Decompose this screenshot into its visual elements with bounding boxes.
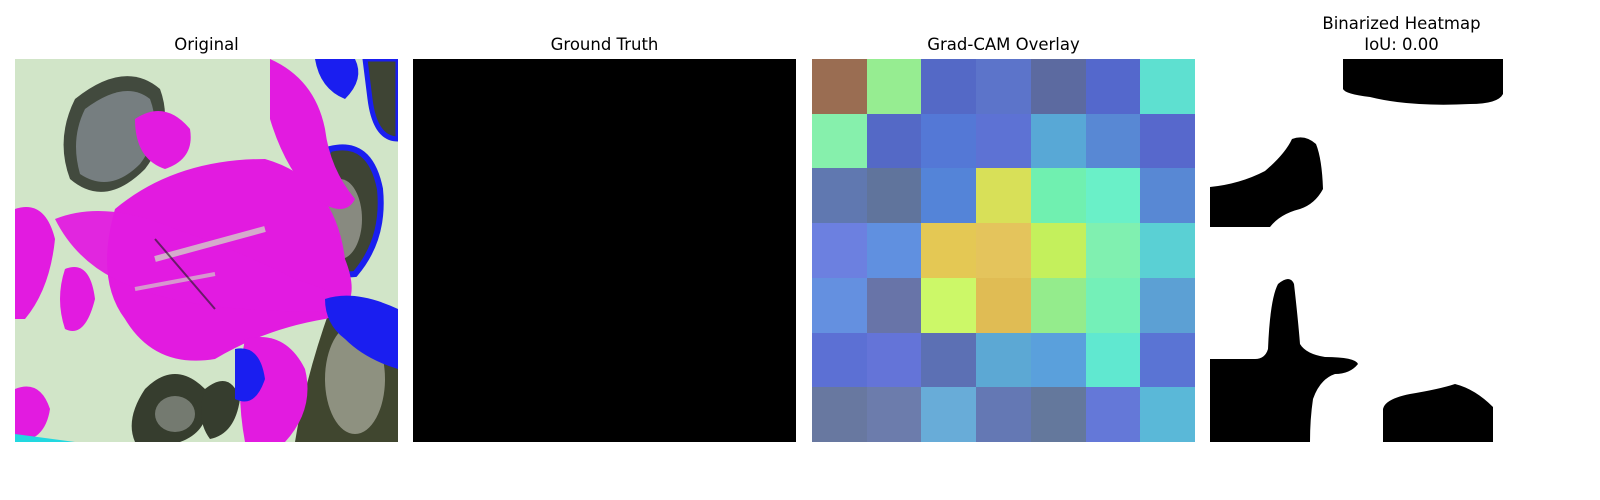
gradcam-cell [1030, 277, 1086, 333]
gradcam-cell [866, 387, 922, 442]
gradcam-cell [866, 277, 922, 333]
gradcam-cell [976, 113, 1031, 169]
gradcam-cell [976, 59, 1031, 114]
original-image-art [15, 59, 398, 442]
gradcam-cell [1030, 168, 1086, 224]
gradcam-cell [866, 59, 922, 114]
gradcam-cell [976, 277, 1031, 333]
gradcam-cell [812, 168, 867, 224]
gradcam-cell [1140, 387, 1195, 442]
gradcam-cell [812, 332, 867, 388]
gradcam-cell [812, 277, 867, 333]
gradcam-cell [1085, 59, 1141, 114]
gradcam-cell [866, 332, 922, 388]
gradcam-cell [976, 332, 1031, 388]
gradcam-cell [921, 387, 977, 442]
gradcam-cell [1030, 332, 1086, 388]
ground-truth-title: Ground Truth [550, 35, 659, 54]
gradcam-cell [921, 223, 977, 278]
gradcam-cell [866, 168, 922, 224]
gradcam-cell [866, 223, 922, 278]
gradcam-cell [1030, 387, 1086, 442]
gradcam-cell [1085, 223, 1141, 278]
gradcam-grid [812, 59, 1195, 442]
gradcam-overlay [812, 59, 1195, 442]
original-image [15, 59, 398, 442]
gradcam-cell [1030, 59, 1086, 114]
gradcam-cell [1140, 332, 1195, 388]
gradcam-cell [1140, 223, 1195, 278]
iou-label: IoU: 0.00 [1364, 35, 1439, 54]
gradcam-title: Grad-CAM Overlay [927, 35, 1080, 54]
gradcam-cell [812, 387, 867, 442]
binarized-heatmap [1210, 59, 1593, 442]
binarized-title: Binarized Heatmap [1322, 14, 1481, 33]
gradcam-cell [866, 113, 922, 169]
gradcam-cell [812, 113, 867, 169]
gradcam-cell [976, 387, 1031, 442]
ground-truth-mask [413, 59, 796, 442]
gradcam-cell [1085, 168, 1141, 224]
gradcam-cell [1085, 387, 1141, 442]
gradcam-cell [976, 223, 1031, 278]
gradcam-cell [921, 168, 977, 224]
gradcam-cell [1140, 168, 1195, 224]
gradcam-cell [1085, 113, 1141, 169]
gradcam-cell [1030, 113, 1086, 169]
gradcam-cell [921, 59, 977, 114]
gradcam-cell [976, 168, 1031, 224]
gradcam-cell [1140, 113, 1195, 169]
gradcam-cell [1030, 223, 1086, 278]
gradcam-cell [921, 332, 977, 388]
gradcam-cell [1140, 59, 1195, 114]
gradcam-cell [1085, 277, 1141, 333]
gradcam-cell [1085, 332, 1141, 388]
gradcam-cell [1140, 277, 1195, 333]
original-title: Original [174, 35, 239, 54]
gradcam-cell [812, 59, 867, 114]
binarized-heatmap-art [1210, 59, 1593, 442]
gradcam-cell [921, 277, 977, 333]
gradcam-cell [812, 223, 867, 278]
gradcam-cell [921, 113, 977, 169]
